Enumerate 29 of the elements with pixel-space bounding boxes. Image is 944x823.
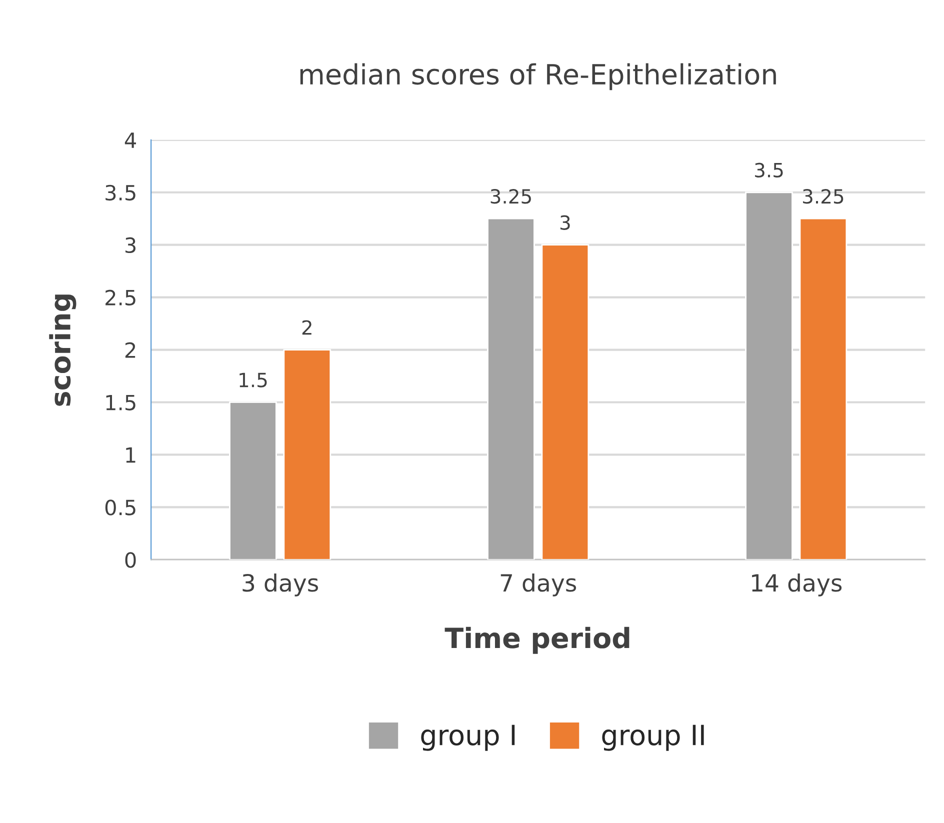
bar bbox=[229, 402, 277, 560]
data-label: 2 bbox=[302, 320, 312, 335]
bar bbox=[487, 218, 535, 560]
y-axis-title: scoring bbox=[49, 294, 76, 406]
bar bbox=[283, 349, 332, 560]
x-axis-title: Time period bbox=[444, 626, 630, 654]
bar bbox=[541, 244, 590, 560]
bar bbox=[799, 218, 848, 560]
y-tick-label: 4 bbox=[124, 132, 136, 148]
x-tick-label: 14 days bbox=[752, 574, 842, 596]
legend-label: group I bbox=[421, 724, 515, 751]
y-tick-label: 1 bbox=[126, 447, 136, 463]
y-tick-label: 2.5 bbox=[106, 290, 136, 306]
chart-title: median scores of Re-Epithelization bbox=[300, 63, 776, 90]
data-label: 3.25 bbox=[803, 189, 844, 204]
data-label: 3 bbox=[560, 215, 570, 230]
y-tick-label: 3 bbox=[125, 237, 136, 254]
x-tick-label: 3 days bbox=[242, 574, 318, 596]
y-tick-label: 0.5 bbox=[105, 500, 136, 516]
data-label: 3.25 bbox=[490, 189, 531, 204]
y-tick-label: 0 bbox=[125, 552, 136, 568]
y-tick-label: 3.5 bbox=[106, 184, 136, 201]
data-label: 1.5 bbox=[240, 372, 267, 388]
y-tick-label: 2 bbox=[125, 342, 136, 358]
data-label: 3.5 bbox=[755, 162, 783, 178]
x-tick-label: 7 days bbox=[500, 574, 576, 596]
legend-label: group II bbox=[602, 724, 704, 751]
bar bbox=[745, 192, 793, 560]
y-tick-label: 1.5 bbox=[106, 394, 136, 410]
